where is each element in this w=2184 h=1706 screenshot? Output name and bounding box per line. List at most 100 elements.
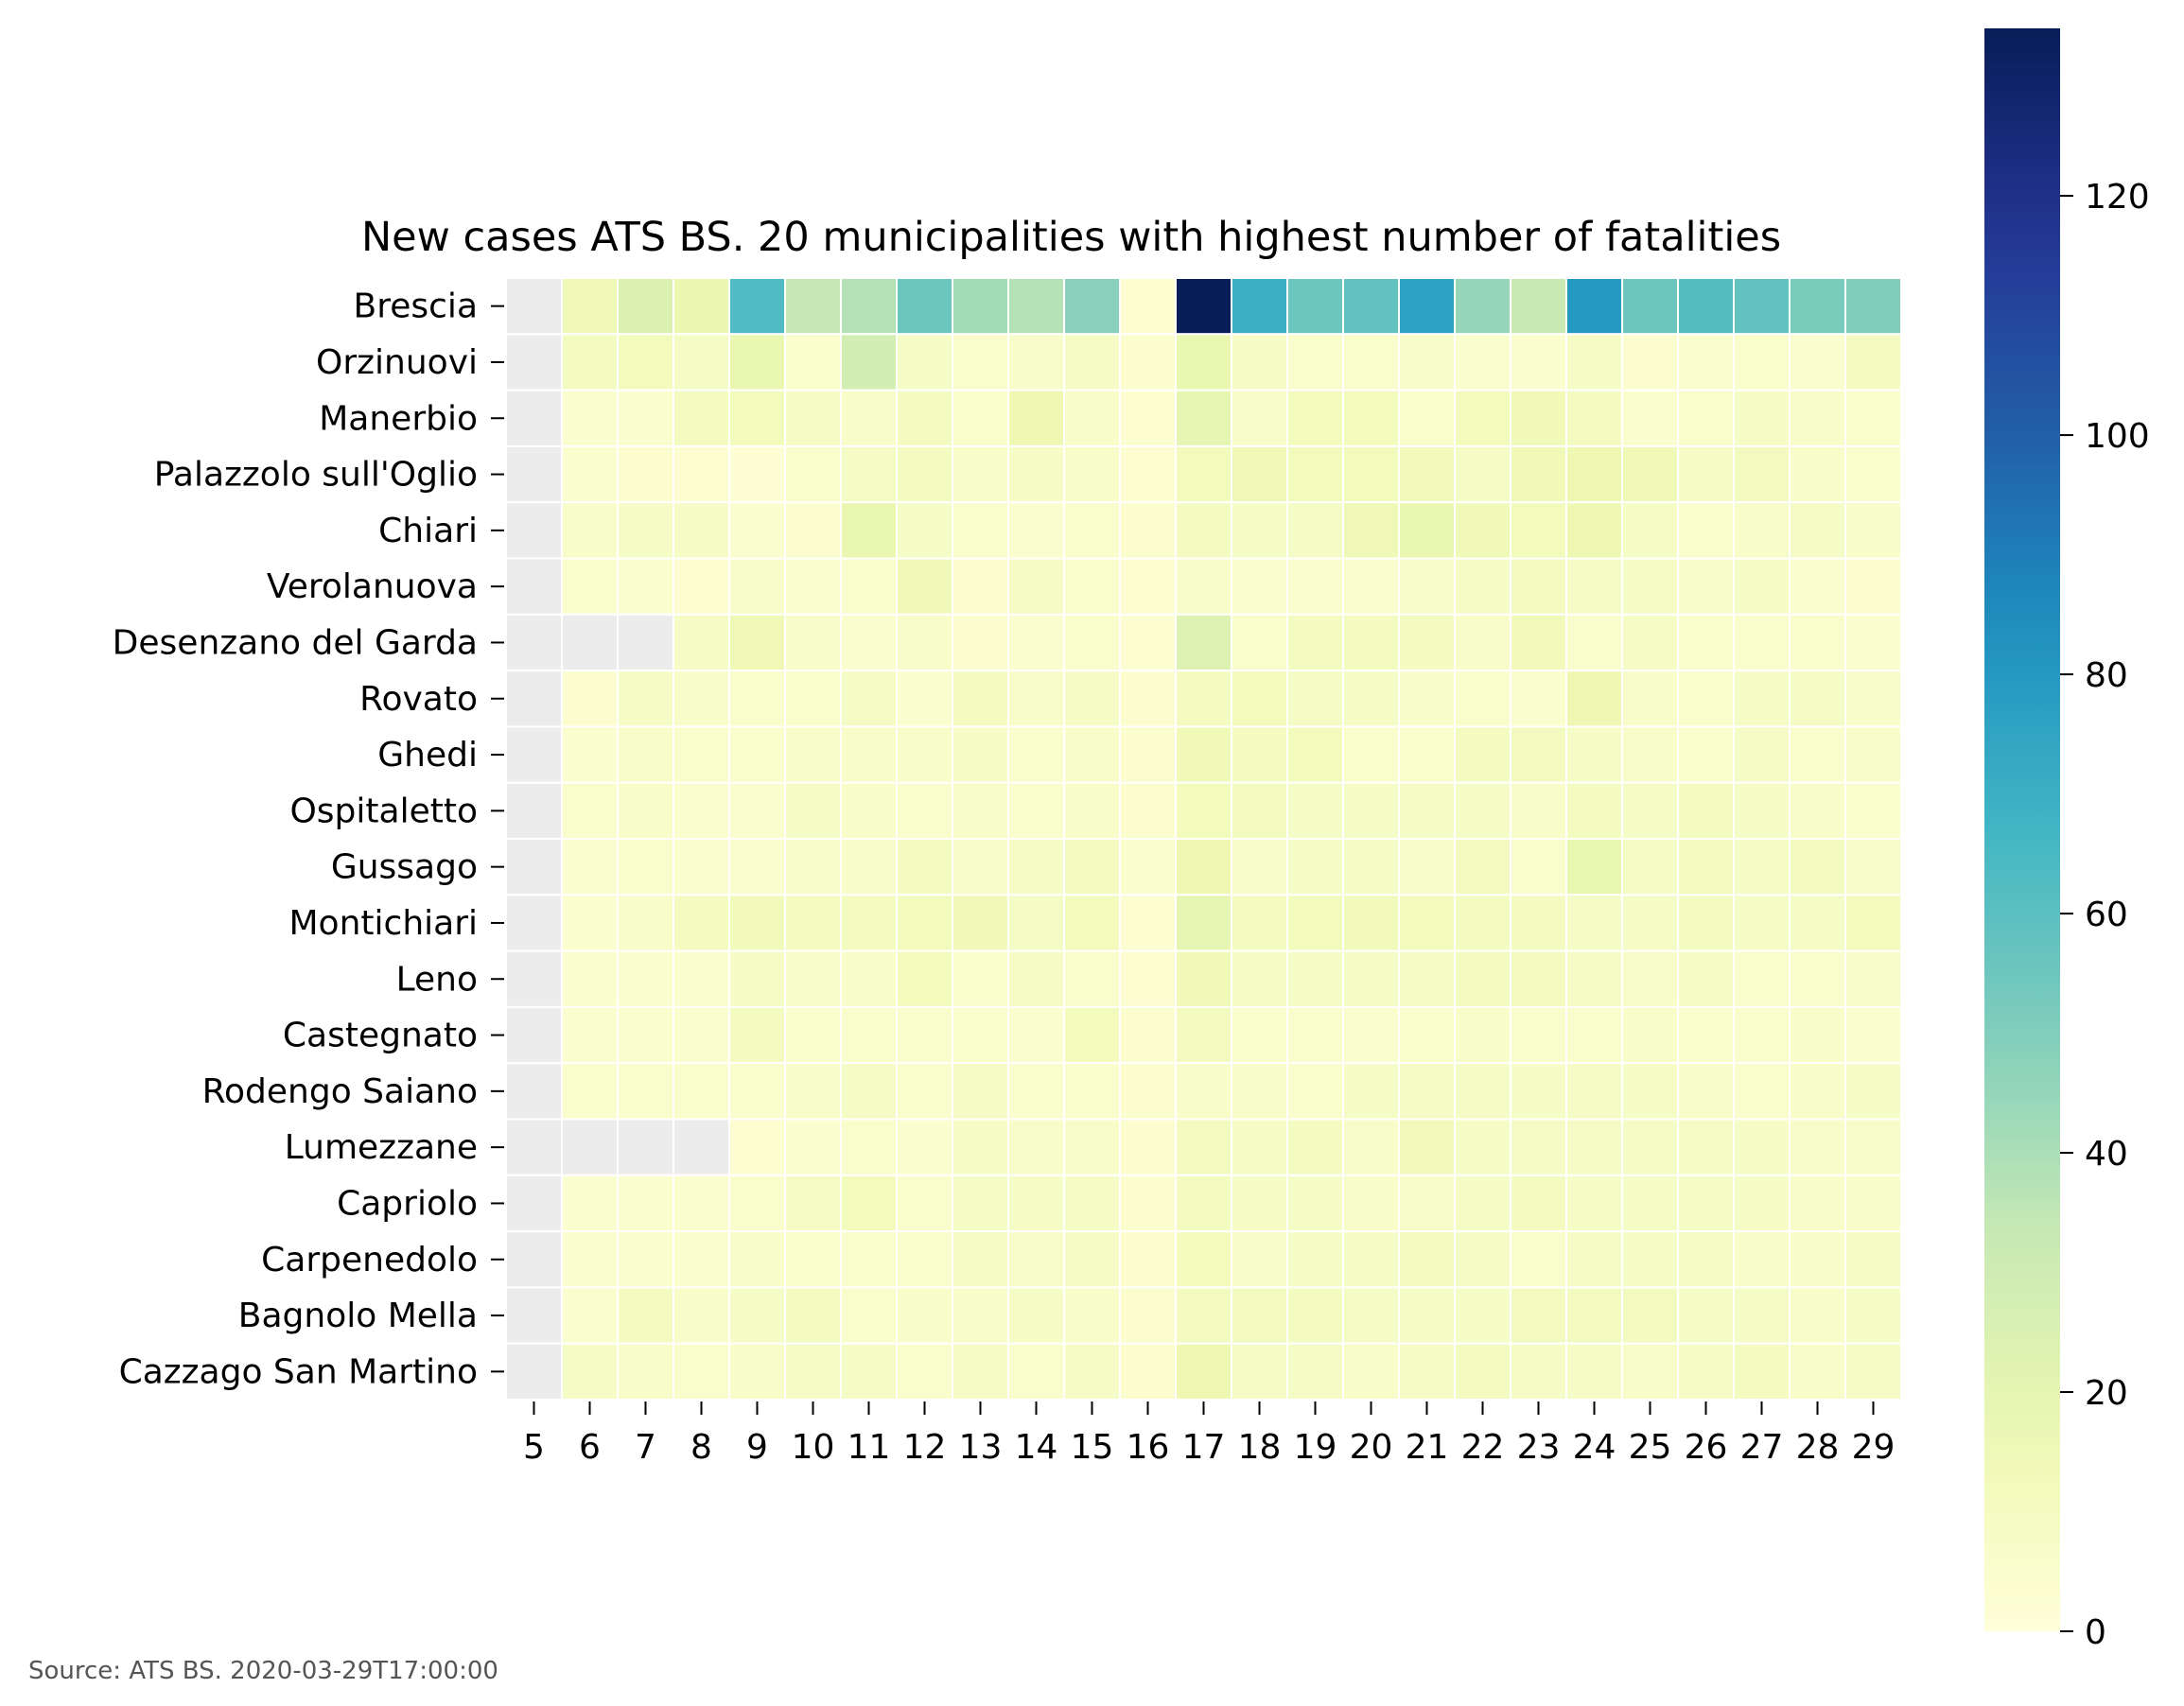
heatmap-cell <box>1342 949 1400 1008</box>
heatmap-cell <box>617 725 674 784</box>
x-tick-label: 19 <box>1294 1428 1337 1467</box>
heatmap-cell <box>952 670 1009 728</box>
heatmap-cell <box>505 1230 563 1289</box>
heatmap-cell <box>1007 1118 1065 1176</box>
heatmap-cell <box>728 1230 786 1289</box>
y-tick-label: Gussago <box>331 848 478 887</box>
heatmap-cell <box>617 333 674 392</box>
colorbar-tick-label: 20 <box>2085 1374 2128 1413</box>
heatmap-cell <box>840 1118 898 1176</box>
heatmap-cell <box>728 1118 786 1176</box>
heatmap-cell <box>561 1174 619 1233</box>
heatmap-cell <box>1063 277 1121 336</box>
heatmap-cell <box>617 1286 674 1345</box>
x-tick-label: 9 <box>746 1428 768 1467</box>
heatmap-cell <box>1119 1062 1177 1121</box>
heatmap-cell <box>561 894 619 952</box>
y-tick-label: Ospitaletto <box>289 792 478 830</box>
heatmap-cell <box>505 1118 563 1176</box>
heatmap-cell <box>1844 557 1902 616</box>
heatmap-cell <box>1733 1005 1791 1065</box>
heatmap-cell <box>728 1342 786 1401</box>
heatmap-cell <box>673 389 730 447</box>
heatmap-cell <box>505 1342 563 1401</box>
heatmap-cell <box>1677 1286 1735 1345</box>
heatmap-cell <box>1454 1118 1511 1176</box>
heatmap-cell <box>1510 1062 1567 1121</box>
heatmap-cell <box>1007 1005 1065 1065</box>
heatmap-cell <box>1398 389 1456 447</box>
heatmap-cell <box>896 389 953 447</box>
heatmap-cell <box>1398 1005 1456 1065</box>
heatmap-cell <box>1286 1005 1344 1065</box>
y-tick-label: Chiari <box>378 512 478 550</box>
heatmap-cell <box>1621 838 1679 897</box>
heatmap-cell <box>728 949 786 1008</box>
heatmap-cell <box>1286 1342 1344 1401</box>
heatmap-cell <box>1565 1005 1623 1065</box>
heatmap-cell <box>1342 1005 1400 1065</box>
heatmap-cell <box>1007 1062 1065 1121</box>
heatmap-cell <box>1454 838 1511 897</box>
heatmap-cell <box>784 277 842 336</box>
heatmap-cell <box>1398 838 1456 897</box>
colorbar-tick-label: 120 <box>2085 178 2150 217</box>
heatmap-cell <box>673 838 730 897</box>
heatmap-cell <box>784 1342 842 1401</box>
heatmap-cell <box>1063 557 1121 616</box>
heatmap-cell <box>896 613 953 672</box>
heatmap-cell <box>1007 557 1065 616</box>
heatmap-cell <box>952 1005 1009 1065</box>
x-tick-label: 24 <box>1573 1428 1616 1467</box>
heatmap-cell <box>1733 894 1791 952</box>
heatmap-cell <box>896 1062 953 1121</box>
heatmap-cell <box>1175 1286 1232 1345</box>
heatmap-cell <box>1175 781 1232 841</box>
heatmap-cell <box>1677 1062 1735 1121</box>
heatmap-cell <box>728 894 786 952</box>
heatmap-cell <box>505 838 563 897</box>
heatmap-cell <box>1510 670 1567 728</box>
y-tick-label: Ghedi <box>377 736 478 775</box>
heatmap-cell <box>1733 1342 1791 1401</box>
y-tick-label: Rovato <box>359 680 478 719</box>
heatmap-cell <box>1565 557 1623 616</box>
heatmap-cell <box>728 725 786 784</box>
heatmap-cell <box>1286 894 1344 952</box>
y-tick-label: Brescia <box>354 287 478 326</box>
heatmap-cell <box>673 1062 730 1121</box>
heatmap-cell <box>1398 1286 1456 1345</box>
heatmap-cell <box>1175 838 1232 897</box>
x-tick-label: 27 <box>1740 1428 1784 1467</box>
heatmap-cell <box>1789 501 1846 560</box>
heatmap-cell <box>840 1286 898 1345</box>
heatmap-cell <box>1286 949 1344 1008</box>
heatmap-cell <box>728 333 786 392</box>
heatmap-cell <box>1510 444 1567 504</box>
heatmap-cell <box>728 1174 786 1233</box>
heatmap-cell <box>1733 725 1791 784</box>
heatmap-cell <box>1510 781 1567 841</box>
heatmap-cell <box>952 838 1009 897</box>
heatmap-cell <box>673 725 730 784</box>
heatmap-cell <box>728 838 786 897</box>
heatmap-cell <box>1789 1230 1846 1289</box>
heatmap-cell <box>1733 444 1791 504</box>
x-tick-label: 26 <box>1685 1428 1728 1467</box>
heatmap-cell <box>1342 444 1400 504</box>
heatmap-cell <box>1063 781 1121 841</box>
heatmap-cell <box>1063 725 1121 784</box>
heatmap-cell <box>1565 949 1623 1008</box>
heatmap-cell <box>1342 781 1400 841</box>
heatmap-cell <box>896 501 953 560</box>
heatmap-cell <box>1510 557 1567 616</box>
heatmap-cell <box>1510 1005 1567 1065</box>
heatmap-cell <box>1175 1062 1232 1121</box>
heatmap-cell <box>952 949 1009 1008</box>
heatmap-cell <box>1565 670 1623 728</box>
heatmap-cell <box>1119 781 1177 841</box>
heatmap-cell <box>1342 277 1400 336</box>
heatmap-cell <box>1231 557 1288 616</box>
heatmap-cell <box>1286 838 1344 897</box>
heatmap-cell <box>1119 389 1177 447</box>
